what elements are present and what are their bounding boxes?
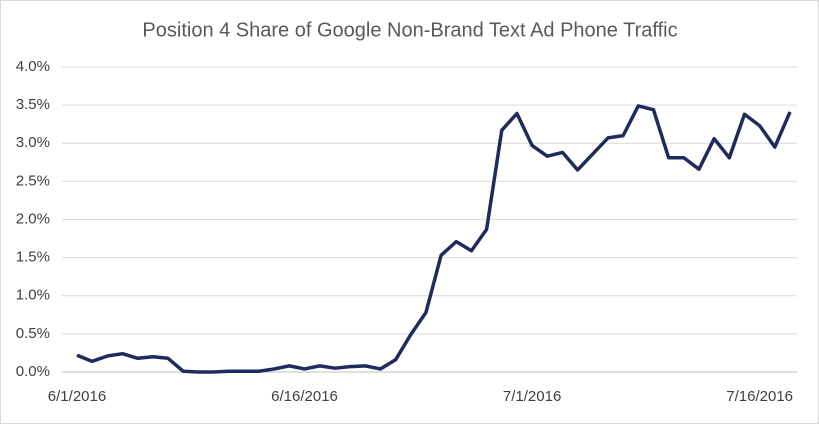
y-tick-label: 2.0% [16,210,50,227]
y-tick-label: 1.5% [16,249,50,266]
x-tick-label: 6/1/2016 [48,388,106,405]
y-tick-label: 1.0% [16,287,50,304]
y-tick-label: 0.5% [16,325,50,342]
chart-title: Position 4 Share of Google Non-Brand Tex… [142,19,677,41]
x-tick-label: 6/16/2016 [271,388,338,405]
y-tick-label: 0.0% [16,363,50,380]
x-tick-label: 7/1/2016 [503,388,561,405]
line [76,104,792,374]
y-tick-label: 3.5% [16,96,50,113]
x-tick-label: 7/16/2016 [726,388,793,405]
y-tick-label: 4.0% [16,58,50,75]
y-tick-label: 3.0% [16,134,50,151]
y-tick-label: 2.5% [16,172,50,189]
